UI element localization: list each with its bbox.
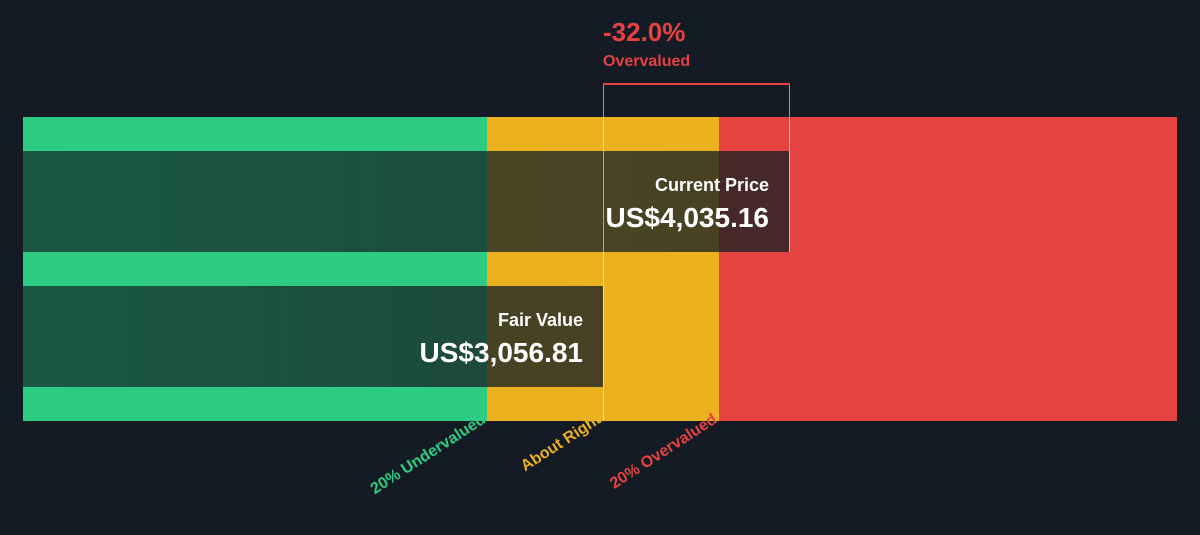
current-price-marker-line — [789, 84, 790, 252]
difference-bracket — [603, 83, 790, 85]
fair-value-marker-line — [603, 84, 604, 421]
current-price-label: Current Price — [654, 175, 769, 195]
fair-value-label: Fair Value — [497, 310, 583, 330]
zone-label-overvalued: 20% Overvalued — [607, 410, 721, 493]
difference-label: Overvalued — [603, 53, 691, 70]
fair-value-bar: Fair Value US$3,056.81 — [23, 286, 603, 387]
zone-overvalued — [719, 117, 1177, 421]
current-price-bar: Current Price US$4,035.16 — [23, 151, 789, 252]
current-price-value: US$4,035.16 — [605, 202, 769, 233]
difference-percent: -32.0% — [603, 17, 686, 47]
fair-value-value: US$3,056.81 — [419, 337, 583, 368]
zone-label-undervalued: 20% Undervalued — [367, 410, 489, 498]
